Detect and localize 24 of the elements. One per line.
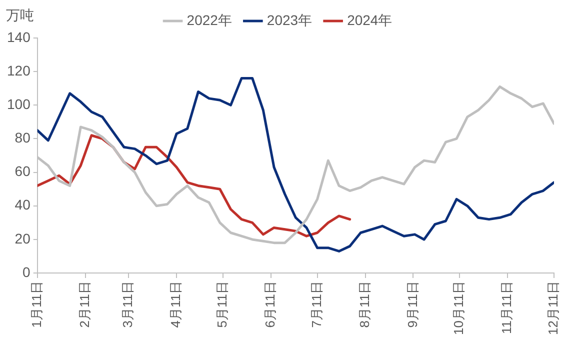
y-tick-label: 140 [7, 28, 31, 45]
x-tick-label: 1月11日 [28, 281, 44, 328]
x-tick-label: 4月11日 [168, 281, 184, 328]
y-tick-label: 20 [14, 230, 31, 246]
x-tick-label: 12月11日 [546, 281, 561, 336]
legend-label: 2022年 [186, 12, 232, 28]
x-tick-label: 6月11日 [262, 281, 278, 328]
y-tick-label: 80 [14, 130, 31, 146]
x-tick-label: 2月11日 [76, 281, 92, 328]
legend-label: 2024年 [347, 12, 392, 28]
x-tick-label: 8月11日 [356, 281, 372, 328]
y-tick-label: 120 [7, 62, 31, 78]
x-tick-label: 5月11日 [214, 281, 230, 328]
y-axis-title: 万吨 [6, 6, 34, 23]
y-tick-label: 40 [14, 196, 31, 213]
y-tick-label: 60 [14, 163, 31, 180]
y-tick-label: 0 [22, 264, 31, 280]
x-tick-label: 9月11日 [404, 281, 420, 328]
legend-label: 2023年 [266, 12, 312, 28]
x-tick-label: 10月11日 [451, 281, 466, 336]
y-tick-label: 100 [7, 96, 31, 112]
x-tick-label: 11月11日 [499, 281, 514, 334]
x-tick-label: 7月11日 [308, 281, 324, 328]
x-tick-label: 3月11日 [120, 281, 136, 328]
